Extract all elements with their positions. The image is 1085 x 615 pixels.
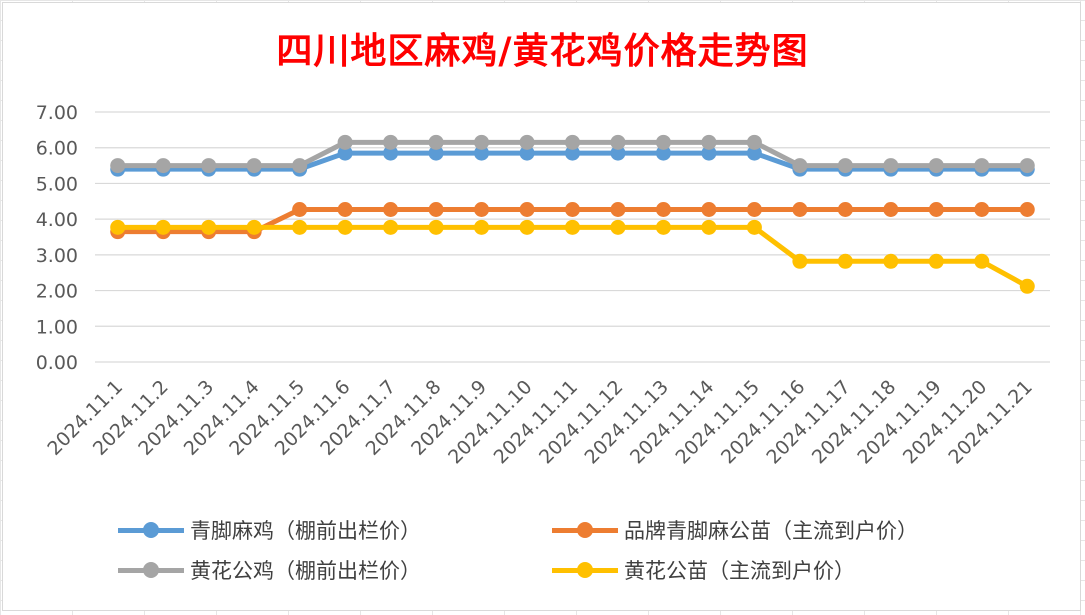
data-point <box>928 158 944 174</box>
data-point <box>337 219 353 235</box>
data-point <box>928 253 944 269</box>
data-point <box>110 219 126 235</box>
y-tick-label: 2.00 <box>36 281 78 303</box>
data-point <box>474 219 490 235</box>
data-point <box>383 202 399 217</box>
data-point <box>519 134 535 150</box>
data-point <box>428 219 444 235</box>
y-tick-label: 6.00 <box>36 138 78 160</box>
data-point <box>565 145 580 161</box>
data-point <box>565 219 580 235</box>
data-point <box>337 145 353 161</box>
data-point <box>428 134 444 150</box>
data-point <box>201 158 217 174</box>
data-point <box>928 202 944 217</box>
data-point <box>837 202 853 217</box>
data-point <box>701 145 717 161</box>
data-point <box>519 219 535 235</box>
data-point <box>519 202 535 217</box>
data-point <box>1019 158 1035 174</box>
data-point <box>474 202 490 217</box>
data-point <box>610 219 626 235</box>
data-point <box>292 219 308 235</box>
data-point <box>428 145 444 161</box>
data-point <box>746 134 762 150</box>
data-point <box>474 134 490 150</box>
data-point <box>292 158 308 174</box>
data-point <box>883 202 899 217</box>
data-point <box>110 158 126 174</box>
data-point <box>837 158 853 174</box>
y-tick-label: 5.00 <box>36 173 78 195</box>
data-point <box>519 145 535 161</box>
data-point <box>655 145 671 161</box>
data-point <box>974 158 990 174</box>
data-point <box>155 158 171 174</box>
y-tick-label: 7.00 <box>36 102 78 124</box>
data-point <box>383 134 399 150</box>
data-point <box>655 202 671 217</box>
y-tick-label: 4.00 <box>36 209 78 231</box>
data-point <box>337 202 353 217</box>
data-point <box>565 134 580 150</box>
data-point <box>474 145 490 161</box>
data-point <box>655 134 671 150</box>
data-point <box>746 202 762 217</box>
data-point <box>565 202 580 217</box>
y-tick-label: 1.00 <box>36 316 78 338</box>
data-point <box>746 145 762 161</box>
data-point <box>428 202 444 217</box>
data-point <box>701 202 717 217</box>
data-point <box>883 253 899 269</box>
data-point <box>246 158 262 174</box>
data-point <box>610 202 626 217</box>
data-point <box>883 158 899 174</box>
y-tick-label: 0.00 <box>36 352 78 374</box>
data-point <box>383 219 399 235</box>
data-point <box>1019 278 1035 294</box>
data-point <box>792 158 808 174</box>
data-point <box>201 219 217 235</box>
chart-title: 四川地区麻鸡/黄花鸡价格走势图 <box>276 30 809 72</box>
data-point <box>701 134 717 150</box>
data-point <box>974 202 990 217</box>
y-tick-label: 3.00 <box>36 245 78 267</box>
data-point <box>792 253 808 269</box>
data-point <box>792 202 808 217</box>
data-point <box>610 145 626 161</box>
data-point <box>701 219 717 235</box>
data-point <box>837 253 853 269</box>
data-point <box>246 219 262 235</box>
data-point <box>974 253 990 269</box>
data-point <box>337 134 353 150</box>
data-point <box>155 219 171 235</box>
data-point <box>610 134 626 150</box>
data-point <box>383 145 399 161</box>
data-point <box>655 219 671 235</box>
data-point <box>1019 202 1035 217</box>
data-point <box>292 202 308 217</box>
data-point <box>746 219 762 235</box>
